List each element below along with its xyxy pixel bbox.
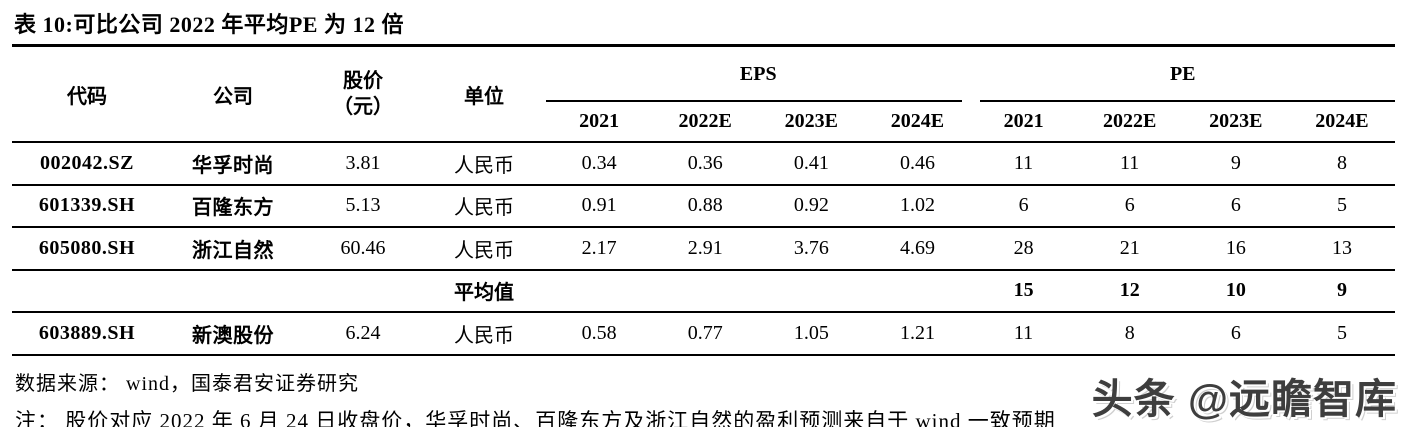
unit-cell: 人民币: [422, 312, 546, 356]
header-group-eps: EPS: [546, 47, 971, 102]
eps-cell: 4.69: [864, 227, 971, 271]
pe-group-underline: [979, 100, 1395, 102]
eps-group-label: EPS: [739, 63, 777, 85]
pe-cell: 28: [970, 227, 1077, 271]
header-pe-year: 2023E: [1182, 102, 1289, 143]
eps-cell: 0.41: [758, 142, 865, 186]
pe-cell: 21: [1076, 227, 1183, 271]
pe-cell: 9: [1182, 142, 1289, 186]
eps-cell: [758, 269, 865, 313]
data-source-text: 数据来源： wind，国泰君安证券研究: [15, 372, 359, 395]
header-eps-year: 2022E: [652, 102, 759, 143]
comparable-companies-table: 代码 公司 股价 （元） 单位 EPS PE 2021 2022E: [12, 47, 1395, 356]
unit-cell: 人民币: [422, 227, 546, 271]
eps-cell: 0.36: [652, 142, 759, 186]
header-code: 代码: [12, 47, 162, 143]
pe-group-label: PE: [1169, 63, 1196, 85]
header-eps-year: 2021: [546, 102, 653, 143]
header-pe-year: 2021: [970, 102, 1077, 143]
eps-cell: 0.92: [758, 184, 865, 228]
pe-cell: 6: [970, 184, 1077, 228]
pe-average-cell: 15: [970, 269, 1077, 313]
eps-cell: 0.77: [652, 312, 759, 356]
eps-group-underline: [546, 100, 962, 102]
table-row: 605080.SH 浙江自然 60.46 人民币 2.17 2.91 3.76 …: [12, 227, 1395, 271]
code-cell: 002042.SZ: [12, 142, 162, 186]
header-price-line2: （元）: [333, 96, 393, 118]
eps-cell: 0.34: [546, 142, 653, 186]
price-cell: 5.13: [304, 184, 422, 228]
pe-cell: 6: [1076, 184, 1183, 228]
table-row: 603889.SH 新澳股份 6.24 人民币 0.58 0.77 1.05 1…: [12, 312, 1395, 356]
header-price: 股价 （元）: [304, 47, 422, 143]
eps-cell: 1.02: [864, 184, 971, 228]
code-cell: 601339.SH: [12, 184, 162, 228]
pe-cell: 6: [1182, 184, 1289, 228]
pe-cell: 11: [1076, 142, 1183, 186]
table-body: 002042.SZ 华孚时尚 3.81 人民币 0.34 0.36 0.41 0…: [12, 142, 1395, 356]
eps-cell: [864, 269, 971, 313]
header-eps-year: 2023E: [758, 102, 865, 143]
eps-cell: 3.76: [758, 227, 865, 271]
table-title: 表 10:可比公司 2022 年平均PE 为 12 倍: [12, 5, 1395, 47]
table-row: 002042.SZ 华孚时尚 3.81 人民币 0.34 0.36 0.41 0…: [12, 142, 1395, 186]
pe-cell: 5: [1288, 312, 1395, 356]
company-cell: [162, 269, 304, 313]
watermark-logo: 头条 @远瞻智库: [1091, 376, 1397, 422]
header-price-line1: 股价: [343, 70, 383, 92]
eps-cell: 2.91: [652, 227, 759, 271]
footnote-text: 注： 股价对应 2022 年 6 月 24 日收盘价，华孚时尚、百隆东方及浙江自…: [15, 408, 1056, 427]
eps-cell: 0.91: [546, 184, 653, 228]
table-header: 代码 公司 股价 （元） 单位 EPS PE 2021 2022E: [12, 47, 1395, 143]
pe-cell: 6: [1182, 312, 1289, 356]
average-label: 平均值: [422, 269, 546, 313]
company-cell: 百隆东方: [162, 184, 304, 228]
header-group-pe: PE: [971, 47, 1395, 102]
pe-cell: 16: [1182, 227, 1289, 271]
unit-cell: 人民币: [422, 142, 546, 186]
code-cell: 603889.SH: [12, 312, 162, 356]
company-cell: 浙江自然: [162, 227, 304, 271]
eps-cell: 1.05: [758, 312, 865, 356]
pe-cell: 8: [1076, 312, 1183, 356]
price-cell: 6.24: [304, 312, 422, 356]
pe-cell: 8: [1288, 142, 1395, 186]
header-pe-year: 2022E: [1076, 102, 1183, 143]
header-company: 公司: [162, 47, 304, 143]
pe-average-cell: 12: [1076, 269, 1183, 313]
pe-average-cell: 9: [1288, 269, 1395, 313]
company-cell: 华孚时尚: [162, 142, 304, 186]
pe-average-cell: 10: [1182, 269, 1289, 313]
eps-cell: [652, 269, 759, 313]
unit-cell: 人民币: [422, 184, 546, 228]
eps-cell: 1.21: [864, 312, 971, 356]
pe-cell: 11: [970, 312, 1077, 356]
price-cell: 3.81: [304, 142, 422, 186]
eps-cell: 2.17: [546, 227, 653, 271]
pe-cell: 5: [1288, 184, 1395, 228]
code-cell: 605080.SH: [12, 227, 162, 271]
header-unit: 单位: [422, 47, 546, 143]
pe-cell: 11: [970, 142, 1077, 186]
eps-cell: 0.88: [652, 184, 759, 228]
price-cell: [304, 269, 422, 313]
code-cell: [12, 269, 162, 313]
header-pe-year: 2024E: [1288, 102, 1395, 143]
pe-cell: 13: [1288, 227, 1395, 271]
price-cell: 60.46: [304, 227, 422, 271]
eps-cell: 0.58: [546, 312, 653, 356]
table-row: 601339.SH 百隆东方 5.13 人民币 0.91 0.88 0.92 1…: [12, 184, 1395, 228]
eps-cell: [546, 269, 653, 313]
eps-cell: 0.46: [864, 142, 971, 186]
company-cell: 新澳股份: [162, 312, 304, 356]
header-eps-year: 2024E: [864, 102, 971, 143]
average-row: 平均值 15 12 10 9: [12, 269, 1395, 313]
